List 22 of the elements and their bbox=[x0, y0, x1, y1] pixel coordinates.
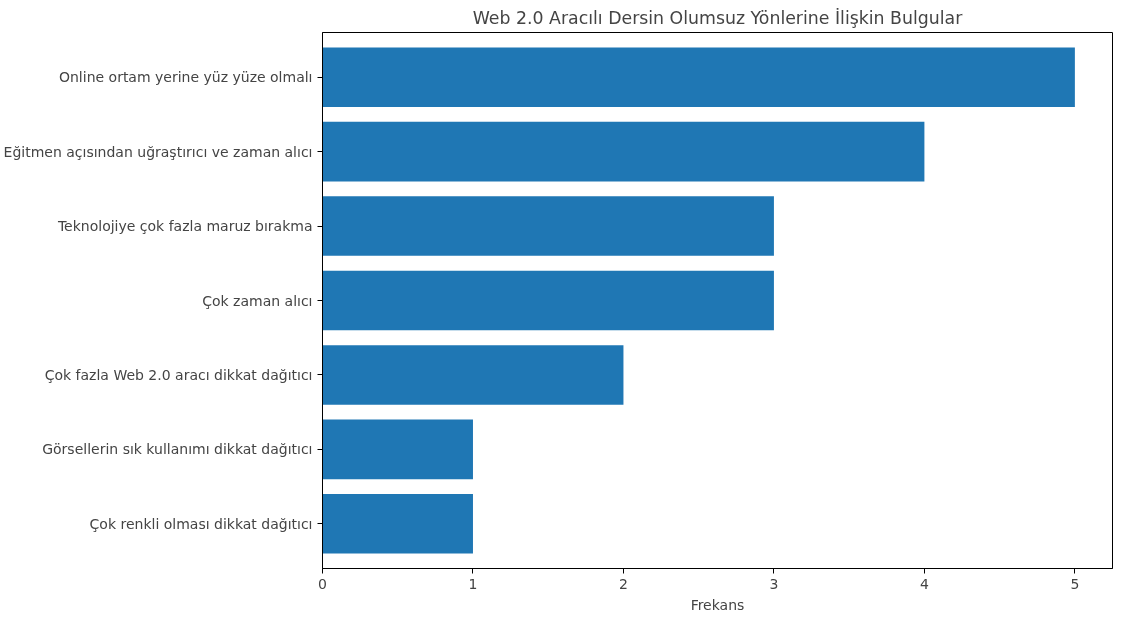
x-tick-label: 4 bbox=[919, 575, 929, 592]
y-tick-label: Online ortam yerine yüz yüze olmalı bbox=[58, 69, 313, 86]
y-tick-label: Çok fazla Web 2.0 aracı dikkat dağıtıcı bbox=[44, 366, 313, 383]
x-tick-label: 0 bbox=[318, 575, 327, 592]
x-tick-label: 1 bbox=[468, 575, 478, 592]
y-tick-label: Görsellerin sık kullanımı dikkat dağıtıcı bbox=[42, 441, 313, 458]
bar bbox=[322, 270, 774, 331]
y-tick-label: Eğitmen açısından uğraştırıcı ve zaman alıcı bbox=[3, 143, 313, 160]
bar bbox=[322, 47, 1075, 107]
bar bbox=[322, 419, 473, 480]
x-axis-title: Frekans bbox=[690, 596, 745, 613]
chart-title: Web 2.0 Aracılı Dersin Olumsuz Yönlerine İlişkin Bulgular bbox=[472, 7, 964, 28]
bar bbox=[322, 494, 473, 554]
y-tick-label: Çok zaman alıcı bbox=[202, 292, 313, 309]
bar bbox=[322, 345, 624, 405]
y-tick-label: Çok renkli olması dikkat dağıtıcı bbox=[89, 515, 313, 532]
bar bbox=[322, 121, 925, 182]
y-tick-label: Teknolojiye çok fazla maruz bırakma bbox=[56, 218, 313, 235]
x-tick-label: 5 bbox=[1070, 575, 1080, 592]
x-tick-label: 3 bbox=[769, 575, 779, 592]
x-tick-label: 2 bbox=[619, 575, 628, 592]
bar bbox=[322, 196, 774, 256]
